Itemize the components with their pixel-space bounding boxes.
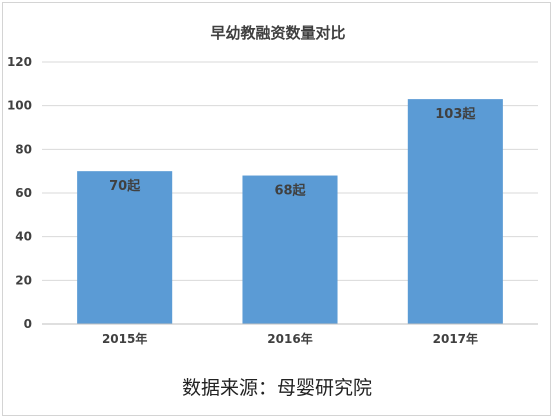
y-tick-label: 120 xyxy=(7,55,32,69)
data-labels: 70起 68起 103起 xyxy=(109,106,476,198)
x-axis-categories: 2015年 2016年 2017年 xyxy=(102,331,478,346)
x-category-label: 2017年 xyxy=(433,331,478,346)
chart-title: 早幼教融资数量对比 xyxy=(210,24,345,42)
source-note: 数据来源：母婴研究院 xyxy=(182,377,372,399)
y-tick-label: 0 xyxy=(24,317,32,331)
y-tick-label: 20 xyxy=(15,273,32,287)
x-category-label: 2015年 xyxy=(102,331,147,346)
y-tick-label: 40 xyxy=(15,230,32,244)
y-tick-label: 100 xyxy=(7,99,32,113)
y-tick-label: 60 xyxy=(15,186,32,200)
data-label: 68起 xyxy=(274,183,306,199)
bar xyxy=(242,175,338,324)
x-category-label: 2016年 xyxy=(267,331,312,346)
bar xyxy=(77,171,173,324)
data-label: 103起 xyxy=(435,106,476,122)
bars xyxy=(77,99,503,324)
data-label: 70起 xyxy=(109,178,141,194)
y-tick-label: 80 xyxy=(15,142,32,156)
y-axis-ticks: 0 20 40 60 80 100 120 xyxy=(7,55,32,331)
bar xyxy=(407,99,503,324)
